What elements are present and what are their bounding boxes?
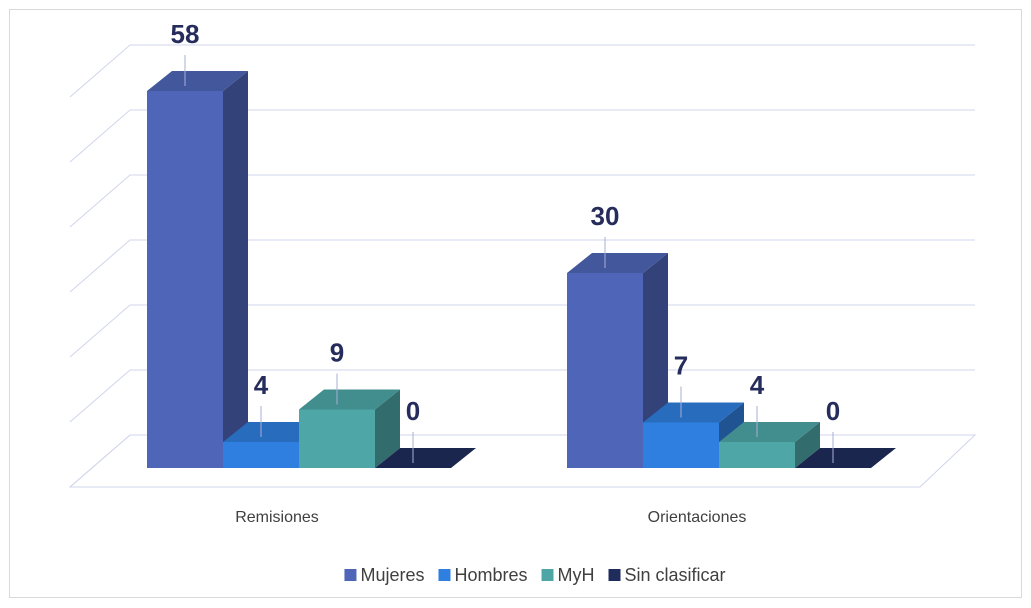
grid-line <box>69 109 975 163</box>
bar <box>375 448 476 468</box>
data-label: 0 <box>406 396 420 426</box>
bar <box>147 71 248 468</box>
bar-top <box>375 448 476 468</box>
bar <box>795 448 896 468</box>
bar-front <box>719 442 795 468</box>
bar-top <box>643 402 744 423</box>
legend-swatch <box>438 569 451 581</box>
legend-label: Mujeres <box>360 565 424 585</box>
legend-label: MyH <box>558 565 595 585</box>
bar-front <box>567 273 643 468</box>
data-label: 58 <box>171 19 200 49</box>
bar-top <box>719 422 820 442</box>
x-tick-label: Orientaciones <box>648 509 747 526</box>
legend-swatch <box>344 569 357 581</box>
bar-top <box>223 422 324 442</box>
bar-front <box>147 91 223 468</box>
legend-label: Sin clasificar <box>625 565 726 585</box>
grid-line <box>69 304 975 358</box>
data-label: 0 <box>826 396 840 426</box>
legend-swatch <box>608 569 621 581</box>
grid-line <box>69 369 975 423</box>
bar-top <box>795 448 896 468</box>
data-label: 7 <box>674 350 688 380</box>
data-label: 30 <box>591 201 620 231</box>
bar <box>299 389 400 468</box>
bar-front <box>643 422 719 468</box>
x-tick-label: Remisiones <box>235 509 319 526</box>
bar-side <box>223 71 248 468</box>
grid-line <box>69 44 975 98</box>
bar-top <box>567 253 668 273</box>
bar <box>719 422 820 468</box>
data-label: 4 <box>254 370 269 400</box>
legend-swatch <box>541 569 554 581</box>
bar-front <box>299 409 375 468</box>
data-label: 9 <box>330 337 344 367</box>
bar-side <box>375 389 400 468</box>
bar-side <box>795 422 820 468</box>
data-label: 4 <box>750 370 765 400</box>
grid-line <box>69 239 975 293</box>
bar-front <box>223 442 299 468</box>
bar-top <box>147 71 248 91</box>
bar-top <box>299 389 400 410</box>
legend: Mujeres Hombres MyH Sin clasificar <box>344 565 726 585</box>
legend-label: Hombres <box>454 565 527 585</box>
grid-line <box>69 174 975 228</box>
